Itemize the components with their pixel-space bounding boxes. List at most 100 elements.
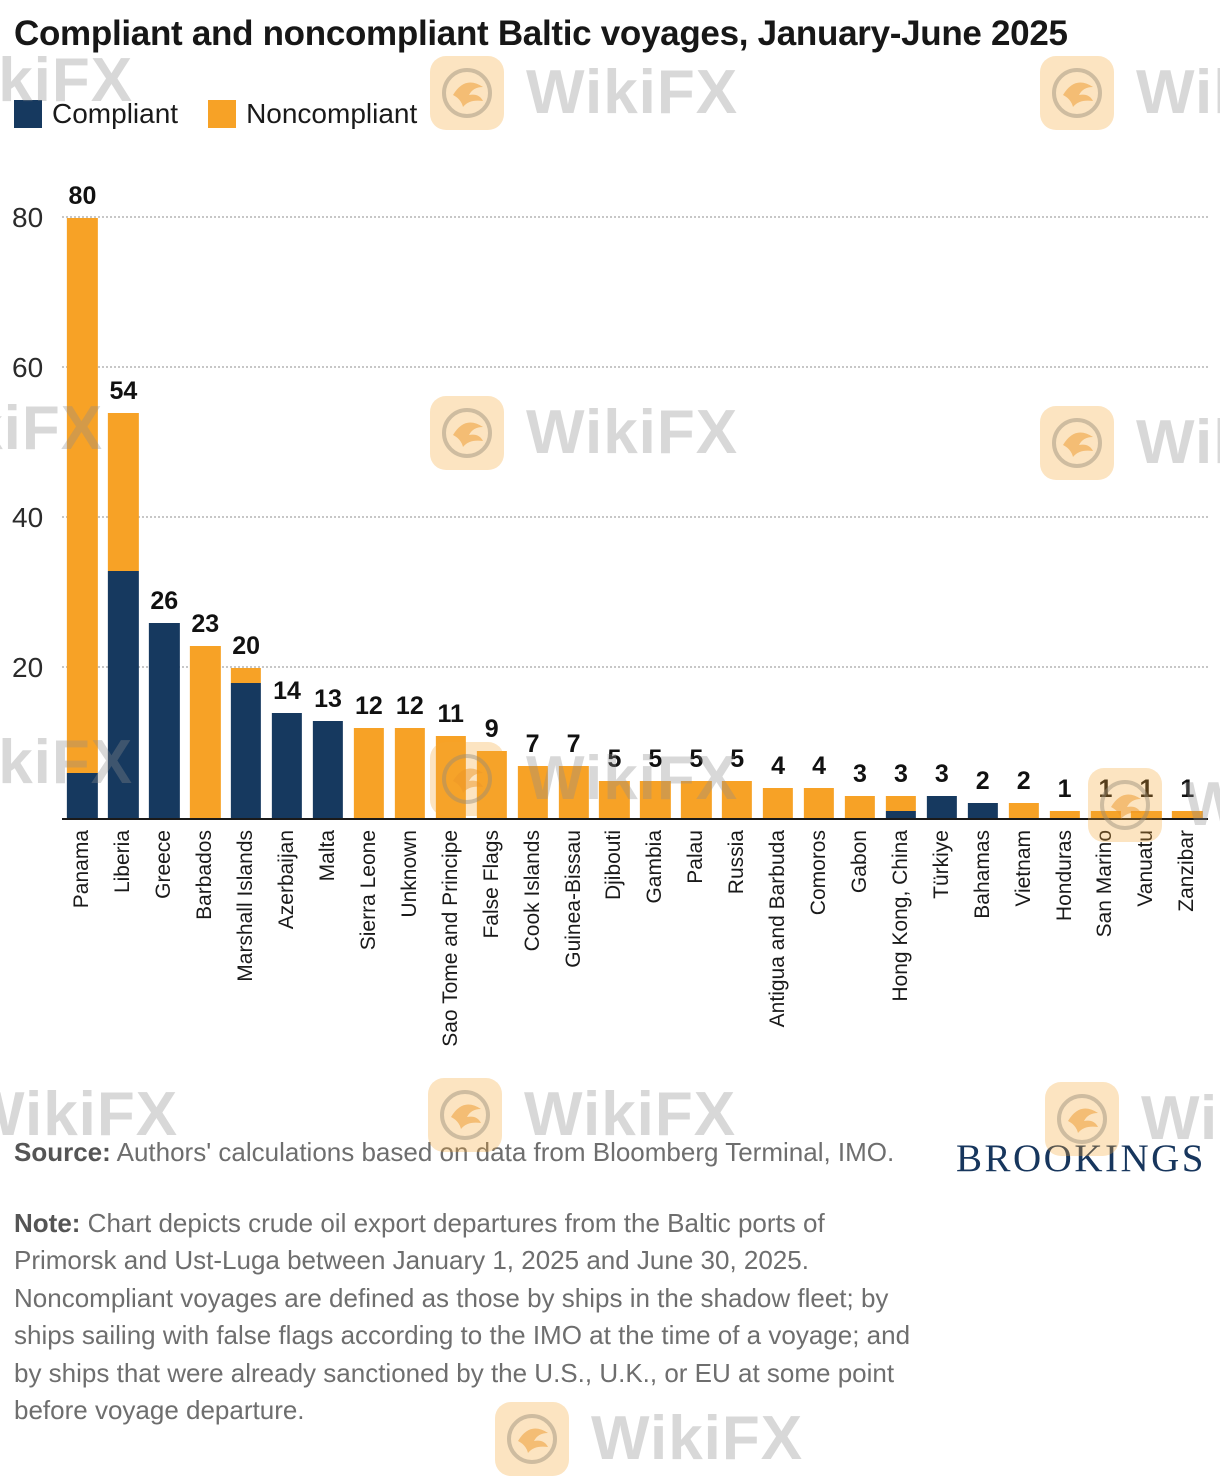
bar-value-label: 12: [355, 692, 383, 720]
bar-value-label: 4: [771, 752, 786, 780]
bar-value-label: 1: [1057, 774, 1072, 803]
noncompliant-segment: [762, 788, 794, 818]
y-axis-tick-label: 20: [12, 652, 44, 683]
noncompliant-segment: [681, 780, 712, 818]
noncompliant-segment: [231, 668, 262, 683]
bar-value-label: 80: [68, 182, 97, 210]
bar-value-label: 13: [314, 684, 342, 713]
compliant-segment: [108, 570, 139, 818]
gridline: [62, 366, 1208, 368]
x-axis-cell: Honduras: [1044, 820, 1085, 1120]
bar-value-label: 5: [730, 744, 745, 773]
x-axis-cell: Hong Kong, China: [880, 820, 921, 1120]
bar-false-flags: [476, 750, 507, 818]
y-axis-tick-label: 80: [12, 202, 44, 233]
legend-label-compliant: Compliant: [52, 98, 179, 129]
x-axis-cell: Unknown: [389, 820, 430, 1120]
noncompliant-segment: [517, 765, 548, 818]
bar-column-marshall-islands: 20: [226, 218, 267, 818]
bar-value-label: 1: [1139, 774, 1154, 803]
bar-sierra-leone: [353, 728, 385, 818]
bar-column-unknown: 12: [389, 218, 430, 818]
bar-value-label: 3: [853, 759, 867, 788]
noncompliant-segment: [1008, 803, 1039, 818]
x-axis-label-sao-tome-and-principe: Sao Tome and Principe: [438, 830, 462, 1047]
x-axis-cell: False Flags: [471, 820, 512, 1120]
bar-column-guinea-bissau: 7: [553, 218, 594, 818]
bars-row: 80 54 26 23 20 14 13 12 12 11 9 7 7 5 5 5 5 4 4 3 3 3 2 2 1 1 1 1: [62, 184, 1208, 818]
x-axis-cell: Vanuatu: [1126, 820, 1167, 1120]
source-body: Authors' calculations based on data from…: [110, 1137, 895, 1167]
bar-vanuatu: [1131, 810, 1162, 818]
x-axis-label-san-marino: San Marino: [1093, 830, 1117, 938]
bar-value-label: 2: [1016, 767, 1031, 795]
compliant-segment: [312, 720, 344, 818]
noncompliant-segment: [885, 795, 917, 811]
noncompliant-segment: [353, 728, 385, 818]
x-axis-label-vietnam: Vietnam: [1011, 830, 1035, 907]
bar-column-honduras: 1: [1044, 218, 1085, 818]
x-axis-label-gabon: Gabon: [847, 830, 871, 894]
bar-column-barbados: 23: [185, 218, 226, 818]
legend-item-noncompliant: Noncompliant: [208, 98, 417, 130]
x-axis-label-zanzibar: Zanzibar: [1175, 830, 1199, 912]
bar-value-label: 7: [566, 729, 581, 758]
x-axis-label-cook-islands: Cook Islands: [520, 830, 544, 952]
bar-column-zanzibar: 1: [1167, 218, 1208, 818]
x-axis-cell: Cook Islands: [512, 820, 553, 1120]
bar-value-label: 12: [395, 692, 424, 720]
x-axis-label-malta: Malta: [315, 830, 339, 882]
legend-label-noncompliant: Noncompliant: [246, 98, 418, 129]
x-axis-cell: Vietnam: [1003, 820, 1044, 1120]
gridline: [62, 516, 1208, 518]
x-axis-cell: Antigua and Barbuda: [758, 820, 799, 1120]
bar-column-hong-kong-china: 3: [880, 218, 921, 818]
x-axis-label-russia: Russia: [725, 830, 749, 895]
noncompliant-segment: [844, 795, 876, 818]
brookings-logo: BROOKINGS: [955, 1137, 1206, 1180]
bar-value-label: 14: [273, 677, 301, 705]
bar-honduras: [1049, 810, 1080, 818]
bar-sao-tome-and-principe: [435, 735, 466, 818]
bar-column-t-rkiye: 3: [921, 218, 962, 818]
bar-value-label: 4: [812, 752, 826, 780]
bar-column-cook-islands: 7: [512, 218, 553, 818]
x-axis-cell: Greece: [144, 820, 185, 1120]
gridline: [62, 216, 1208, 218]
noncompliant-segment: [1090, 810, 1121, 818]
bar-value-label: 9: [484, 714, 499, 743]
x-axis-label-azerbaijan: Azerbaijan: [275, 830, 299, 930]
noncompliant-segment: [108, 413, 139, 571]
x-axis-cell: Türkiye: [921, 820, 962, 1120]
compliant-segment: [231, 683, 262, 818]
bar-column-gabon: 3: [840, 218, 881, 818]
bar-column-russia: 5: [717, 218, 758, 818]
x-axis-label-gambia: Gambia: [643, 830, 667, 904]
bar-column-panama: 80: [62, 184, 103, 818]
bar-column-comoros: 4: [799, 218, 840, 818]
bar-russia: [722, 780, 753, 818]
x-axis-label-unknown: Unknown: [397, 830, 421, 918]
bar-value-label: 7: [525, 729, 540, 758]
bar-value-label: 20: [232, 632, 261, 660]
source-text: Source: Authors' calculations based on d…: [14, 1134, 894, 1171]
bar-cook-islands: [517, 765, 548, 818]
plot-area: 20 40 60 80 80 54 26 23 20 14 13 12 12 11 9 7 7 5 5 5 5 4 4 3 3 3…: [12, 184, 1208, 820]
bar-value-label: 3: [893, 759, 908, 788]
bar-gambia: [640, 780, 671, 818]
x-axis-cell: Sierra Leone: [348, 820, 389, 1120]
bar-column-palau: 5: [676, 218, 717, 818]
y-axis-tick-label: 40: [12, 502, 44, 533]
bar-column-bahamas: 2: [962, 218, 1003, 818]
noncompliant-segment: [1049, 810, 1080, 818]
x-axis-label-barbados: Barbados: [193, 830, 217, 920]
x-axis-cell: Gabon: [840, 820, 881, 1120]
chart-page: Compliant and noncompliant Baltic voyage…: [12, 14, 1208, 1425]
compliant-segment: [967, 803, 998, 818]
bar-column-malta: 13: [308, 218, 349, 818]
x-axis-label-antigua-and-barbuda: Antigua and Barbuda: [766, 830, 790, 1028]
x-axis-label-sierra-leone: Sierra Leone: [356, 830, 380, 951]
x-axis-label-marshall-islands: Marshall Islands: [234, 830, 258, 982]
bar-antigua-and-barbuda: [762, 788, 794, 818]
bar-column-greece: 26: [144, 218, 185, 818]
